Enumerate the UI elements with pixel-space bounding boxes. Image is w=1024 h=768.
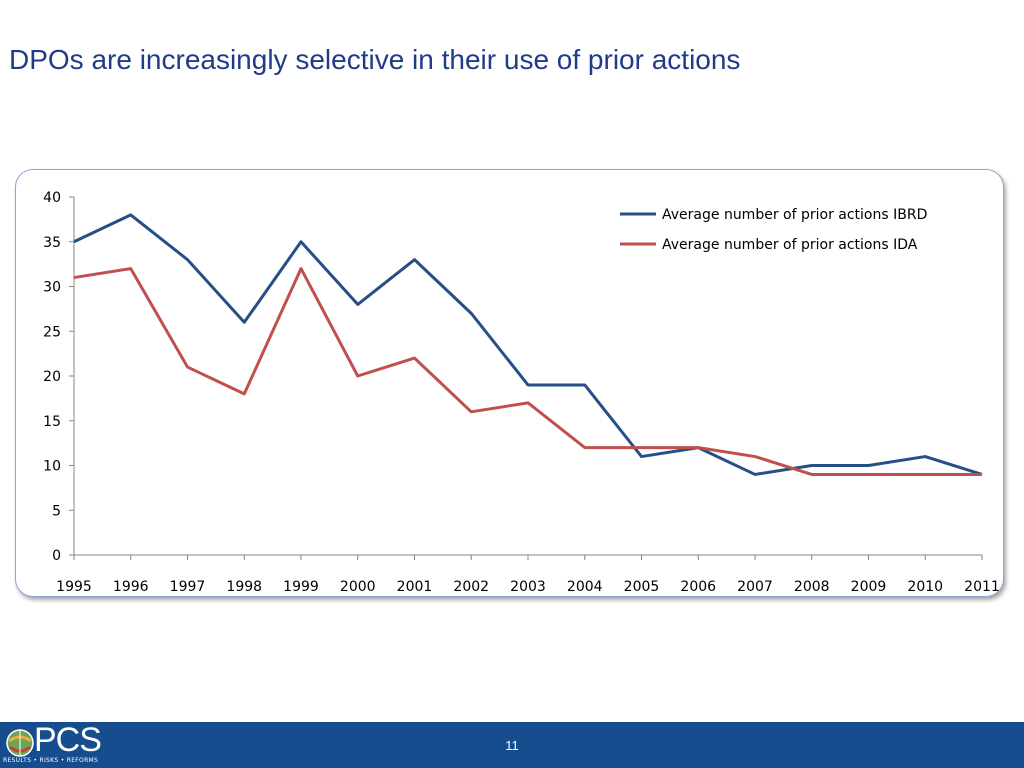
footer-bar: PCS RESULTS • RISKS • REFORMS 11 — [0, 721, 1024, 768]
chart-frame: 0 5 10 15 20 25 30 35 40 1995 1996 1997 1998 1999 2000… — [15, 169, 1004, 597]
y-tick-label: 10 — [43, 459, 61, 475]
legend-label-2: Average number of prior actions IDA — [662, 237, 918, 253]
y-tick-label: 5 — [52, 503, 61, 519]
y-tick-label: 20 — [43, 369, 61, 385]
x-tick-label: 2001 — [397, 579, 433, 595]
x-tick-label: 2002 — [453, 579, 489, 595]
x-tick-label: 2007 — [737, 579, 773, 595]
series-line-2 — [73, 267, 982, 476]
y-tick-label: 40 — [43, 190, 61, 206]
y-tick-label: 15 — [43, 414, 61, 430]
legend-label-1: Average number of prior actions IBRD — [662, 207, 927, 223]
x-tick-label: 1998 — [226, 579, 262, 595]
x-tick-label: 2010 — [907, 579, 943, 595]
x-tick-label: 2003 — [510, 579, 546, 595]
x-tick-label: 2000 — [340, 579, 376, 595]
x-tick-label: 2006 — [680, 579, 716, 595]
y-tick-label: 25 — [43, 324, 61, 340]
slide-title: DPOs are increasingly selective in their… — [9, 44, 741, 75]
x-tick-label: 2009 — [851, 579, 887, 595]
page-number: 11 — [505, 738, 519, 753]
x-tick-label: 1996 — [113, 579, 149, 595]
logo-text: PCS — [34, 721, 102, 759]
y-tick-label: 0 — [52, 548, 61, 564]
globe-icon — [6, 729, 34, 757]
x-tick-label: 1999 — [283, 579, 319, 595]
x-tick-label: 2004 — [567, 579, 603, 595]
logo-tagline: RESULTS • RISKS • REFORMS — [3, 757, 99, 764]
x-tick-label: 2011 — [964, 579, 1000, 595]
series-line-1 — [73, 213, 983, 476]
x-tick-label: 1997 — [170, 579, 206, 595]
y-tick-label: 35 — [43, 235, 61, 251]
pcs-logo: PCS RESULTS • RISKS • REFORMS — [2, 721, 114, 766]
x-tick-label: 1995 — [56, 579, 92, 595]
x-tick-label: 2005 — [624, 579, 660, 595]
x-tick-label: 2008 — [794, 579, 830, 595]
y-tick-label: 30 — [43, 280, 61, 296]
line-chart: 0 5 10 15 20 25 30 35 40 1995 1996 1997 1998 1999 2000… — [43, 190, 1000, 595]
